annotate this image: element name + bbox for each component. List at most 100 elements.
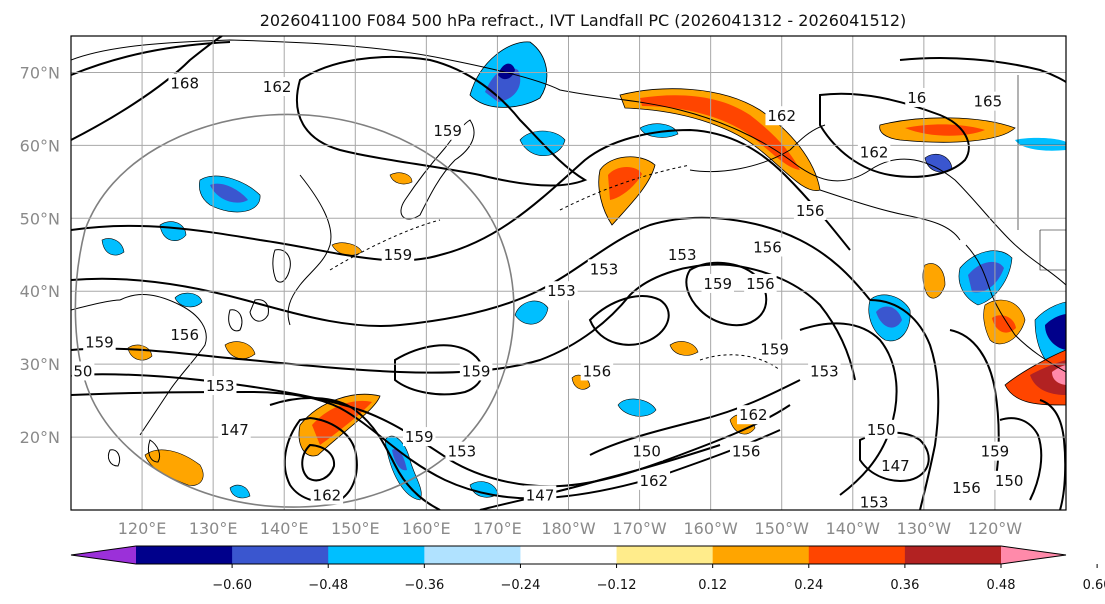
- contour-165-east: [899, 57, 1066, 83]
- longitude-label: 180°W: [541, 519, 596, 538]
- contour-label: 150: [995, 472, 1024, 490]
- contour-label-bg: [857, 492, 891, 510]
- contour-label: 159: [760, 341, 789, 359]
- colorbar-tick-label: −0.60: [212, 578, 252, 593]
- contour-label-bg: [992, 470, 1026, 490]
- contour-label-bg: [701, 273, 734, 293]
- contour-label: 162: [860, 144, 889, 162]
- colorbar-tick-label: 0.48: [987, 578, 1016, 593]
- contour-label: 159: [433, 122, 462, 140]
- contour-168: [71, 41, 231, 76]
- negative-anomaly-patch: [392, 448, 407, 471]
- contour-label-bg: [71, 361, 95, 381]
- contour-165-low: [301, 443, 336, 482]
- contour-label: 153: [547, 282, 576, 300]
- contour-label: 159: [85, 333, 114, 351]
- longitude-label: 150°W: [755, 519, 810, 538]
- chart-title: 2026041100 F084 500 hPa refract., IVT La…: [260, 11, 907, 30]
- contour-label: 162: [767, 107, 796, 125]
- contour-156-far-east: [1039, 399, 1066, 510]
- longitude-label: 130°W: [897, 519, 952, 538]
- coastlines: [71, 39, 1066, 467]
- colorbar-segment: [520, 546, 618, 564]
- longitude-label: 170°W: [612, 519, 667, 538]
- colorbar-tick-label: −0.48: [308, 578, 348, 593]
- contour-label: 156: [583, 362, 612, 380]
- contour-159b: [71, 128, 851, 262]
- contour-label-bg: [637, 470, 671, 490]
- contour-label: 156: [796, 202, 825, 220]
- latitude-axis: 70°N 60°N 50°N 40°N 30°N 20°N: [20, 63, 60, 447]
- contour-label: 153: [590, 260, 619, 278]
- contour-label: 159: [405, 428, 434, 446]
- negative-anomaly-patch: [498, 63, 515, 80]
- contour-label-bg: [665, 244, 699, 264]
- contour-label-bg: [83, 332, 116, 352]
- region-circle: [74, 113, 515, 508]
- contour-label-bg: [204, 376, 237, 396]
- dashed-contours: [329, 164, 781, 371]
- contour-label-bg: [793, 201, 827, 221]
- contour-label: 159: [981, 443, 1010, 461]
- colorbar-tick-label: −0.36: [404, 578, 444, 593]
- negative-anomaly-patch: [210, 183, 248, 203]
- contour-label-bg: [879, 456, 912, 476]
- contour-label-bg: [168, 73, 201, 93]
- contour-label-bg: [218, 419, 251, 439]
- negative-anomaly-patch: [514, 300, 549, 325]
- negative-anomaly-patch: [101, 238, 125, 256]
- contour-label: 156: [952, 479, 981, 497]
- contour-label: 162: [739, 406, 768, 424]
- contour-label-bg: [729, 441, 763, 461]
- contour-label-bg: [381, 244, 415, 264]
- longitude-label: 120°E: [118, 519, 167, 538]
- negative-anomaly-patch: [229, 484, 251, 499]
- contour-label-bg: [431, 120, 464, 140]
- contour-label-bg: [751, 237, 784, 257]
- latitude-label: 40°N: [20, 282, 60, 301]
- latitude-label: 60°N: [20, 136, 60, 155]
- contour-label: 156: [170, 326, 199, 344]
- negative-anomaly-patch: [617, 398, 657, 417]
- positive-anomaly-patch: [608, 166, 642, 200]
- colorbar-segment: [136, 546, 233, 564]
- longitude-label: 140°E: [260, 519, 309, 538]
- colorbar-tick-label: 0.12: [698, 578, 727, 593]
- latitude-label: 50°N: [20, 209, 60, 228]
- colorbar-segment: [328, 546, 425, 564]
- contour-label: 16: [907, 89, 926, 107]
- colorbar-segment: [904, 546, 1002, 564]
- contour-147-south: [479, 444, 721, 510]
- contour-label-bg: [459, 361, 493, 381]
- contour-label: 153: [668, 246, 697, 264]
- negative-anomaly-patch: [876, 306, 902, 328]
- contour-label-bg: [950, 478, 983, 498]
- contour-label: 156: [732, 443, 761, 461]
- colorbar-extend-high: [1001, 546, 1066, 564]
- longitude-label: 160°E: [402, 519, 451, 538]
- contour-label-bg: [545, 281, 578, 301]
- contour-label-bg: [808, 361, 841, 381]
- contour-label: 153: [810, 362, 839, 380]
- contour-label: 150: [632, 443, 661, 461]
- negative-anomaly-patch: [174, 292, 203, 308]
- longitude-label: 120°W: [968, 519, 1023, 538]
- colorbar-tick-label: 0.60: [1083, 578, 1105, 593]
- contour-label-bg: [630, 441, 663, 461]
- latitude-label: 30°N: [20, 355, 60, 374]
- positive-anomaly-patch: [640, 95, 800, 170]
- contour-label: 153: [860, 494, 889, 512]
- contour-156-east: [799, 322, 898, 496]
- contour-label: 159: [703, 275, 732, 293]
- contour-label-bg: [864, 419, 898, 439]
- contour-label-bg: [744, 273, 777, 293]
- contour-label: 150: [867, 421, 896, 439]
- contour-label-bg: [523, 485, 557, 505]
- contour-label: 147: [526, 486, 555, 504]
- longitude-label: 140°W: [826, 519, 881, 538]
- contour-label-bg: [971, 91, 1005, 111]
- colorbar-tick-label: 0.36: [890, 578, 919, 593]
- contour-label: 162: [313, 486, 342, 504]
